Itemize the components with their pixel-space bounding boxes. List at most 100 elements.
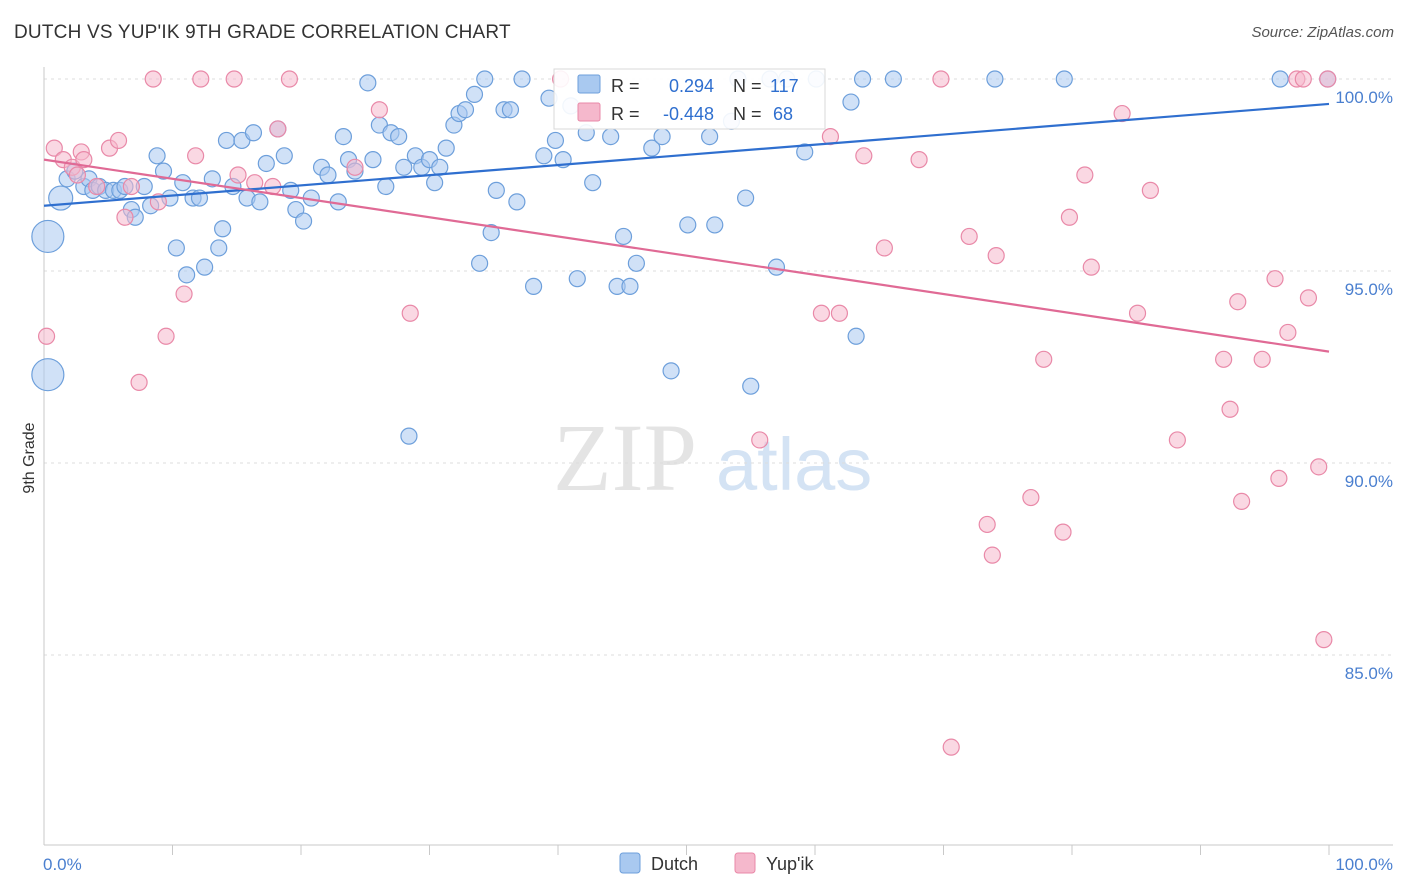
dutch-point (390, 128, 408, 146)
yupik-point (1221, 400, 1239, 418)
dutch-point (742, 377, 760, 395)
yupik-point (1022, 488, 1040, 507)
legend-label-dutch: Dutch (651, 854, 698, 874)
watermark-atlas: atlas (716, 423, 872, 506)
yupik-stats-swatch (577, 102, 601, 122)
dutch-point (465, 85, 484, 103)
yupik-point (1253, 350, 1271, 368)
dutch-point (214, 220, 232, 238)
stats-legend-box: R = 0.294 N = 117 R = -0.448 N = 68 (553, 68, 826, 130)
yupik-point (812, 304, 831, 322)
yupik-point (1310, 458, 1328, 476)
dutch-point (364, 151, 382, 169)
y-tick-label: 85.0% (1345, 664, 1393, 683)
dutch-point (31, 358, 65, 392)
yupik-point (1082, 258, 1100, 276)
yupik-point (157, 327, 175, 345)
yupik-point (960, 227, 978, 246)
dutch-point (847, 327, 865, 345)
yupik-point (346, 158, 364, 176)
dutch-point (476, 70, 494, 88)
dutch-point (643, 139, 661, 157)
dutch-point (737, 189, 755, 207)
yupik-point (942, 738, 960, 756)
watermark-zip: ZIP (553, 404, 697, 511)
dutch-point (568, 270, 586, 288)
dutch-point (377, 177, 395, 196)
dutch-point (986, 70, 1004, 88)
yupik-point (1128, 304, 1147, 322)
dutch-point (395, 158, 413, 176)
dutch-point (796, 143, 814, 161)
y-tick-label: 95.0% (1345, 280, 1393, 299)
yupik-point (1168, 431, 1186, 449)
yupik-point (983, 546, 1001, 564)
yupik-point (229, 166, 247, 184)
yupik-point (130, 373, 148, 391)
dutch-point (174, 174, 192, 192)
dutch-point (257, 154, 275, 173)
yupik-point (88, 177, 106, 196)
dutch-point (154, 162, 173, 180)
dutch-point (203, 170, 221, 188)
yupik-point (1141, 181, 1159, 199)
dutch-point (662, 362, 680, 380)
dutch-point (437, 139, 455, 157)
yupik-point (1035, 350, 1053, 368)
dutch-stats-swatch (577, 74, 601, 94)
dutch-point (210, 239, 228, 257)
yupik-point (910, 151, 928, 169)
legend-label-yupik: Yup'ik (766, 854, 814, 874)
yupik-point (1076, 166, 1094, 184)
dutch-point (217, 131, 236, 150)
yupik-point (1060, 208, 1079, 226)
dutch-point (602, 128, 620, 146)
dutch-point (251, 193, 269, 211)
yupik-n-label: N = (733, 104, 762, 124)
dutch-point (653, 128, 671, 146)
dutch-point (178, 266, 196, 284)
x-axis-ticks (172, 845, 1330, 855)
gridlines (44, 78, 1393, 656)
dutch-point (148, 147, 166, 165)
dutch-point (508, 193, 526, 211)
yupik-point (751, 431, 769, 449)
yupik-point (830, 304, 849, 322)
dutch-n-label: N = (733, 76, 762, 96)
yupik-point (37, 327, 56, 345)
dutch-point (244, 124, 263, 142)
dutch-trend-line (43, 102, 1330, 207)
yupik-r-label: R = (611, 104, 640, 124)
dutch-n-value: 117 (770, 76, 799, 96)
legend-swatch-yupik (734, 852, 756, 874)
yupik-point (855, 147, 873, 165)
y-tick-label: 100.0% (1335, 88, 1393, 107)
yupik-point (1233, 492, 1251, 510)
yupik-point (875, 239, 893, 257)
dutch-point (294, 212, 313, 230)
dutch-point (535, 147, 553, 165)
yupik-point (1215, 350, 1233, 368)
yupik-point (144, 70, 162, 88)
dutch-point (706, 216, 724, 234)
yupik-point (45, 139, 63, 157)
dutch-r-value: 0.294 (669, 76, 714, 96)
yupik-point (1299, 289, 1318, 307)
yupik-point (1266, 270, 1284, 288)
yupik-point (370, 101, 388, 119)
yupik-point (192, 70, 210, 88)
dutch-point (471, 254, 489, 272)
dutch-point (275, 147, 293, 165)
yupik-r-value: -0.448 (663, 104, 714, 124)
yupik-point (225, 70, 243, 88)
dutch-point (487, 181, 505, 199)
y-tick-label: 90.0% (1345, 472, 1393, 491)
yupik-point (401, 304, 419, 322)
yupik-point (68, 166, 87, 184)
yupik-point (175, 285, 193, 303)
dutch-r-label: R = (611, 76, 640, 96)
dutch-point (614, 227, 633, 246)
dutch-point (853, 70, 872, 88)
yupik-point (987, 247, 1005, 265)
